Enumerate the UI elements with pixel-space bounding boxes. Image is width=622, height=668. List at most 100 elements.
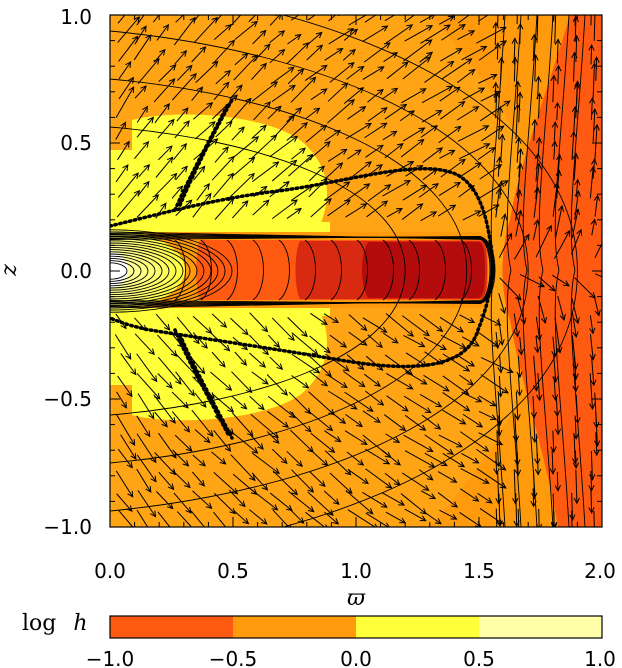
velocity-arrow-head [592,537,597,542]
velocity-arrow-head [176,185,184,193]
velocity-arrow-head [208,121,216,128]
velocity-arrow-head [450,513,458,520]
velocity-arrow [155,491,174,509]
velocity-arrow [457,15,471,24]
velocity-arrow [308,370,328,387]
velocity-arrow [384,15,396,22]
velocity-arrow [252,43,271,63]
velocity-arrow [515,391,519,420]
velocity-arrow-head [571,51,578,59]
velocity-arrow-head [151,375,158,383]
velocity-arrow [172,470,191,488]
velocity-arrow-head [227,406,235,413]
velocity-arrow-head [535,523,543,527]
velocity-arrow [343,28,358,41]
contour-line [281,270,578,527]
velocity-arrow [365,144,384,158]
velocity-arrow [573,356,577,380]
velocity-arrow-head [455,48,463,54]
velocity-arrow-head [159,48,166,56]
velocity-arrow-head [246,3,252,9]
velocity-arrow-head [520,317,527,325]
velocity-arrow [362,25,388,43]
velocity-arrow [381,88,398,100]
velocity-arrow-head [347,28,355,35]
velocity-arrow-head [287,66,295,73]
velocity-arrow [440,48,462,62]
velocity-arrow-head [360,339,368,346]
velocity-arrow [310,88,328,101]
y-tick-label: 0.0 [60,259,92,283]
velocity-arrow-head [453,86,461,93]
velocity-arrow-head [362,478,369,485]
velocity-arrow-head [325,370,332,377]
velocity-arrow [269,181,290,198]
velocity-arrow-head [307,506,315,513]
velocity-arrow-head [515,6,520,11]
velocity-arrow-head [342,365,350,372]
velocity-arrow-head [451,501,458,508]
velocity-arrow [405,370,427,385]
velocity-arrow [175,166,188,181]
velocity-arrow-head [569,532,574,537]
contour-line [110,249,170,293]
velocity-arrow-head [161,420,168,428]
velocity-arrow [249,334,269,355]
velocity-arrow-head [120,401,127,409]
velocity-arrow-head [201,342,208,349]
velocity-arrow [419,393,442,408]
velocity-arrow [231,395,247,410]
velocity-arrow [418,469,434,481]
velocity-arrow-head [393,479,401,486]
velocity-arrow-head [127,76,135,84]
velocity-arrow [556,39,559,64]
velocity-arrow [439,316,464,333]
velocity-arrow-head [172,526,174,527]
velocity-arrow [195,61,219,84]
velocity-arrow-head [365,161,372,168]
velocity-arrow [367,107,388,122]
velocity-arrow-head [264,0,270,6]
velocity-arrow [589,373,593,409]
velocity-arrow [575,469,578,504]
velocity-arrow [268,334,280,348]
velocity-arrow [287,316,308,337]
velocity-arrow [589,334,594,360]
velocity-arrow-head [205,528,210,534]
y-tick-labels: −1.0 −0.5 0.0 0.5 1.0 [43,5,92,539]
velocity-arrow-head [572,363,579,371]
velocity-arrow [461,391,482,403]
velocity-arrow-head [516,162,524,170]
velocity-arrow [383,52,398,63]
velocity-arrow [532,34,535,61]
velocity-arrow-head [252,136,260,143]
velocity-arrow [363,373,381,387]
velocity-arrow [211,451,226,465]
velocity-arrow [537,373,541,401]
velocity-arrow-head [557,204,565,212]
velocity-arrow [157,119,175,139]
velocity-arrow [420,125,438,138]
velocity-arrow [574,415,577,439]
velocity-arrow [228,489,246,507]
velocity-arrow [213,82,230,101]
velocity-arrow-head [550,446,557,454]
velocity-arrow-head [472,340,480,347]
contour-line [554,15,570,527]
velocity-arrow-head [500,40,508,47]
velocity-arrow [366,200,388,218]
velocity-arrow [535,316,541,341]
velocity-arrow-head [251,20,259,28]
contour-line [281,15,578,272]
velocity-arrow [538,508,540,527]
velocity-arrow [383,414,406,431]
velocity-arrow [571,131,575,161]
velocity-arrow-head [122,164,129,172]
velocity-arrow-head [406,24,414,31]
velocity-arrow [234,351,247,366]
velocity-arrow-head [532,384,540,392]
velocity-arrow [575,83,578,119]
velocity-arrow-head [406,369,414,376]
velocity-arrow-head [260,185,268,193]
velocity-arrow [403,434,433,452]
